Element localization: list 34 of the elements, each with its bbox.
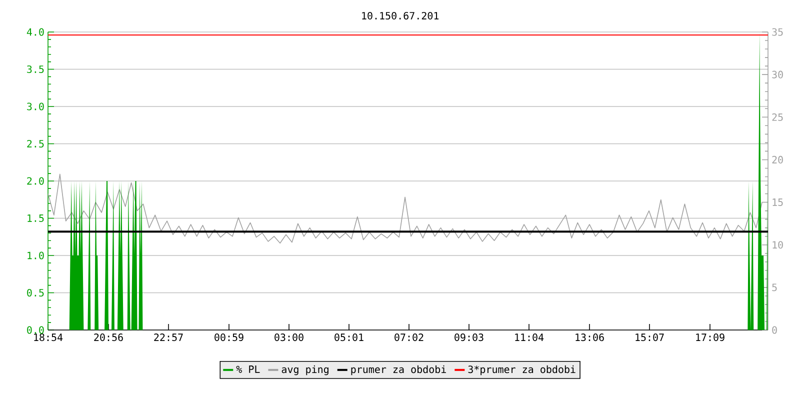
- y2-tick-label: 10: [772, 241, 783, 249]
- x-tick-label: 05:01: [334, 334, 364, 342]
- y-tick-label: 3.5: [27, 65, 44, 74]
- chart-title: 10.150.67.201: [362, 12, 439, 20]
- x-tick-label: 03:00: [274, 334, 304, 342]
- legend-label: 3*prumer za obdobi: [468, 365, 576, 376]
- y2-tick-label: 5: [772, 284, 777, 292]
- y2-tick-label: 20: [772, 156, 783, 164]
- x-tick-label: 11:04: [515, 334, 544, 342]
- y-tick-label: 2.0: [27, 177, 44, 185]
- y2-tick-label: 25: [772, 113, 783, 121]
- x-tick-label: 20:56: [94, 334, 123, 342]
- y-tick-label: 4.0: [26, 28, 44, 36]
- x-tick-label: 22:57: [154, 334, 183, 342]
- legend-label: prumer za obdobi: [351, 365, 446, 376]
- y2-tick-label: 0: [772, 326, 777, 334]
- y-tick-label: 3.0: [27, 102, 44, 110]
- y-tick-label: 1.0: [28, 252, 44, 260]
- x-tick-label: 00:59: [214, 334, 244, 342]
- y2-tick-label: 15: [772, 198, 783, 206]
- x-tick-label: 07:02: [394, 334, 424, 342]
- legend-label: avg ping: [282, 365, 328, 376]
- y-tick-label: 1.5: [28, 214, 44, 222]
- y-tick-label: 0.5: [27, 288, 44, 297]
- x-tick-label: 17:09: [696, 334, 724, 342]
- x-tick-label: 13:06: [576, 334, 604, 342]
- y-tick-label: 2.5: [27, 140, 44, 148]
- legend-label: % PL: [236, 366, 260, 373]
- x-tick-label: 18:54: [34, 334, 63, 342]
- x-tick-label: 09:03: [454, 334, 484, 342]
- y-tick-label: 0.0: [27, 326, 44, 334]
- y2-tick-label: 35: [772, 28, 783, 36]
- x-tick-label: 15:07: [636, 334, 664, 342]
- y2-tick-label: 30: [772, 70, 783, 78]
